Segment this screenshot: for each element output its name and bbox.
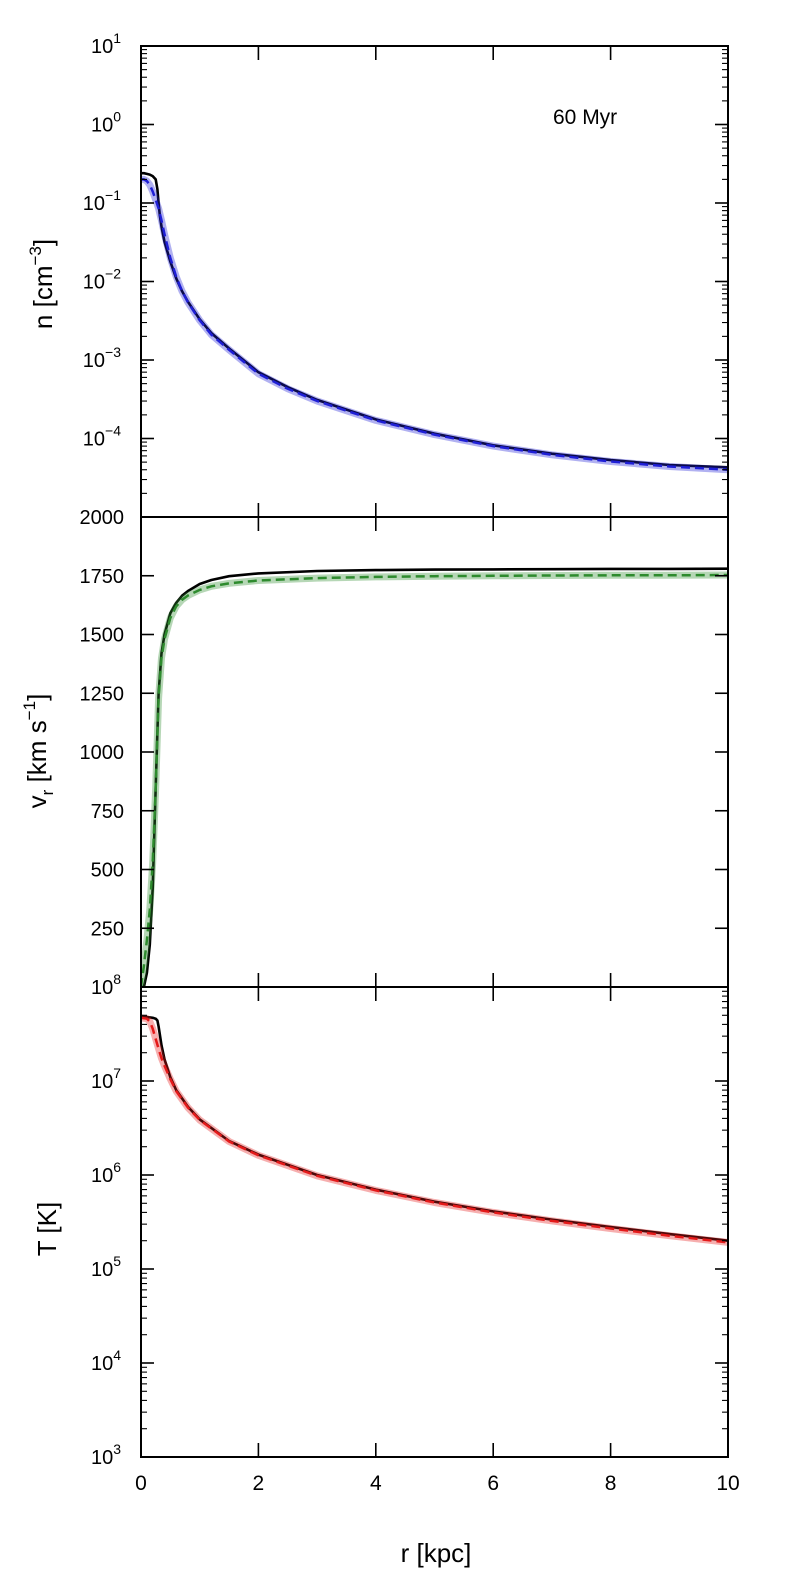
- y-tick-base: 10: [91, 977, 113, 999]
- y-tick-label: 1250: [80, 683, 125, 705]
- y-tick-exponent: 5: [113, 1253, 121, 1269]
- y-tick-base: 10: [83, 193, 105, 215]
- y-tick-base: 10: [83, 272, 105, 294]
- y-tick-base: 10: [83, 350, 105, 372]
- x-tick-label: 6: [487, 1472, 499, 1495]
- velocity-label-rest: [km s: [22, 720, 52, 789]
- y-tick-base: 10: [91, 1071, 113, 1093]
- y-tick-base: 10: [91, 1353, 113, 1375]
- x-tick-label: 8: [605, 1472, 617, 1495]
- y-tick-base: 10: [91, 36, 113, 58]
- y-tick-base: 10: [91, 1259, 113, 1281]
- velocity-label-main: v: [22, 795, 52, 808]
- density-label-close: ]: [28, 239, 58, 246]
- series-line-black-solid: [141, 1015, 728, 1242]
- x-axis-label: r [kpc]: [401, 1538, 472, 1568]
- y-tick-label: 105: [91, 1253, 121, 1281]
- plot-layer: 0 2 4 6 8 1010−410−310−210−110010125050075010…: [80, 30, 740, 1495]
- x-tick-label: 0: [135, 1472, 147, 1495]
- y-tick-label: 106: [91, 1159, 121, 1187]
- y-tick-label: 107: [91, 1065, 121, 1093]
- y-tick-exponent: 0: [113, 109, 121, 125]
- y-tick-base: 10: [91, 115, 113, 137]
- y-tick-label: 500: [91, 860, 124, 882]
- series-line-blue-dashed: [141, 178, 728, 471]
- annotation-time: 60 Myr: [553, 106, 617, 129]
- y-tick-base: 10: [91, 1165, 113, 1187]
- y-tick-exponent: 3: [113, 1441, 121, 1457]
- series-line-black-solid: [141, 567, 728, 987]
- velocity-label-sub: r: [38, 789, 57, 795]
- series-line-red-dashed: [141, 1016, 728, 1244]
- y-tick-exponent: 7: [113, 1065, 121, 1081]
- series-band-temperature: [141, 1014, 728, 1246]
- y-tick-base: 10: [83, 429, 105, 451]
- series-band-density: [141, 175, 728, 474]
- y-tick-label: 100: [91, 109, 121, 137]
- y-tick-exponent: 6: [113, 1159, 121, 1175]
- y-tick-label: 1750: [80, 566, 125, 588]
- figure-frame: [140, 45, 729, 1458]
- x-tick-label: 4: [370, 1472, 382, 1495]
- y-tick-exponent: −4: [105, 423, 121, 439]
- series-line-green-dashed: [141, 573, 728, 987]
- y-tick-label: 10−3: [83, 344, 121, 372]
- y-tick-label: 1500: [80, 625, 125, 647]
- series-line-black-solid: [141, 171, 728, 469]
- y-tick-exponent: −3: [105, 344, 121, 360]
- y-tick-exponent: 8: [113, 971, 121, 987]
- x-tick-label: 10: [716, 1472, 739, 1495]
- y-tick-label: 104: [91, 1347, 121, 1375]
- velocity-axis-label: vr [km s−1]: [20, 694, 57, 809]
- y-tick-label: 108: [91, 971, 121, 999]
- y-tick-exponent: −1: [105, 187, 121, 203]
- y-tick-exponent: −2: [105, 266, 121, 282]
- y-tick-exponent: 4: [113, 1347, 121, 1363]
- y-tick-exponent: 1: [113, 30, 121, 46]
- density-axis-label: n [cm−3]: [26, 239, 58, 329]
- y-tick-label: 10−4: [83, 423, 121, 451]
- y-tick-label: 250: [91, 918, 124, 940]
- series-band-velocity: [141, 571, 728, 987]
- y-tick-label: 101: [91, 30, 121, 58]
- velocity-label-close: ]: [22, 694, 52, 701]
- y-tick-base: 10: [91, 1447, 113, 1469]
- temperature-axis-label: T [K]: [32, 1202, 62, 1256]
- y-tick-label: 1000: [80, 742, 125, 764]
- y-tick-label: 10−2: [83, 266, 121, 294]
- density-label-main: n [cm: [28, 266, 58, 330]
- x-tick-label: 2: [253, 1472, 265, 1495]
- density-label-sup: −3: [26, 246, 45, 265]
- velocity-label-sup: −1: [20, 701, 39, 720]
- y-tick-label: 750: [91, 801, 124, 823]
- y-tick-label: 103: [91, 1441, 121, 1469]
- y-tick-label: 10−1: [83, 187, 121, 215]
- y-tick-label: 2000: [80, 507, 125, 529]
